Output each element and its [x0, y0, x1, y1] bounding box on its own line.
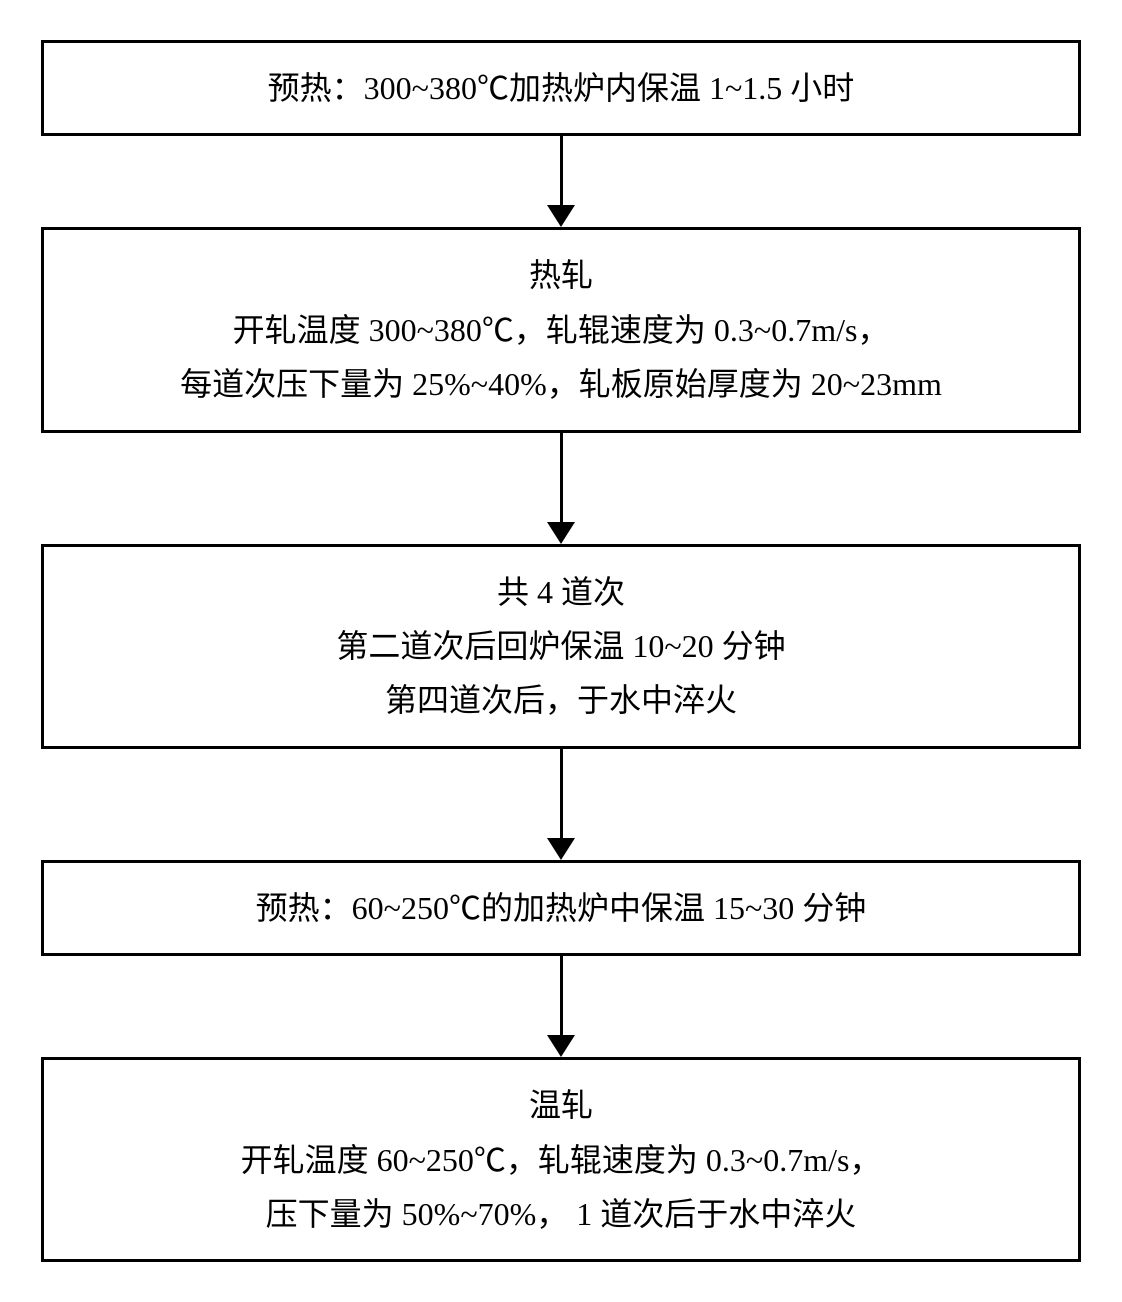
step4-box: 预热：60~250℃的加热炉中保温 15~30 分钟 — [41, 860, 1081, 956]
arrow-4 — [547, 956, 575, 1057]
step2-line3: 每道次压下量为 25%~40%，轧板原始厚度为 20~23mm — [72, 357, 1050, 411]
step2-line2: 开轧温度 300~380℃，轧辊速度为 0.3~0.7m/s， — [72, 303, 1050, 357]
step3-line2: 第二道次后回炉保温 10~20 分钟 — [72, 619, 1050, 673]
arrow-head-icon — [547, 838, 575, 860]
step5-line3: 压下量为 50%~70%， 1 道次后于水中淬火 — [72, 1187, 1050, 1241]
step3-line3: 第四道次后，于水中淬火 — [72, 673, 1050, 727]
arrow-1 — [547, 136, 575, 227]
arrow-shaft-icon — [560, 956, 563, 1036]
arrow-shaft-icon — [560, 136, 563, 206]
step5-line2: 开轧温度 60~250℃，轧辊速度为 0.3~0.7m/s， — [72, 1133, 1050, 1187]
arrow-shaft-icon — [560, 433, 563, 523]
step5-line1: 温轧 — [72, 1078, 1050, 1132]
step1-line1: 预热：300~380℃加热炉内保温 1~1.5 小时 — [72, 61, 1050, 115]
step1-box: 预热：300~380℃加热炉内保温 1~1.5 小时 — [41, 40, 1081, 136]
step3-box: 共 4 道次 第二道次后回炉保温 10~20 分钟 第四道次后，于水中淬火 — [41, 544, 1081, 749]
arrow-head-icon — [547, 1035, 575, 1057]
step4-line1: 预热：60~250℃的加热炉中保温 15~30 分钟 — [72, 881, 1050, 935]
arrow-2 — [547, 433, 575, 544]
process-flowchart: 预热：300~380℃加热炉内保温 1~1.5 小时 热轧 开轧温度 300~3… — [41, 40, 1081, 1262]
arrow-3 — [547, 749, 575, 860]
step5-box: 温轧 开轧温度 60~250℃，轧辊速度为 0.3~0.7m/s， 压下量为 5… — [41, 1057, 1081, 1262]
arrow-shaft-icon — [560, 749, 563, 839]
step3-line1: 共 4 道次 — [72, 565, 1050, 619]
arrow-head-icon — [547, 522, 575, 544]
step2-line1: 热轧 — [72, 248, 1050, 302]
arrow-head-icon — [547, 205, 575, 227]
step2-box: 热轧 开轧温度 300~380℃，轧辊速度为 0.3~0.7m/s， 每道次压下… — [41, 227, 1081, 432]
